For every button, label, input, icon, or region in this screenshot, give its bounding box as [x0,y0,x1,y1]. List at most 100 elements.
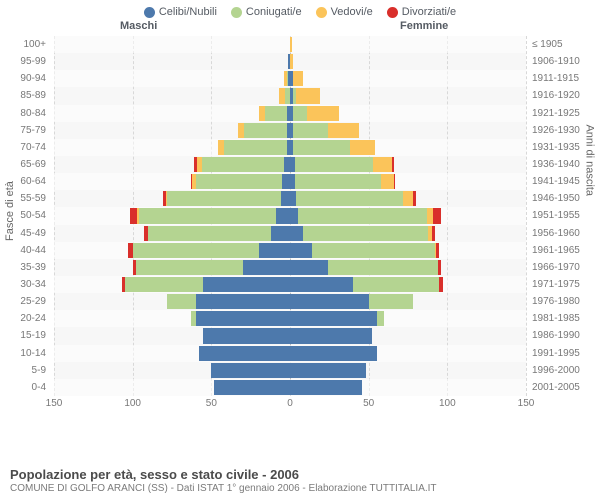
legend-label: Celibi/Nubili [159,6,217,18]
bar-segment [290,208,298,223]
bar-segment [271,226,290,241]
bar-segment [281,191,290,206]
bar-segment [139,208,276,223]
age-row [54,190,526,207]
bar-segment [307,106,338,121]
bar-segment [392,157,394,172]
x-tick: 150 [518,398,535,409]
bar-segment [290,226,303,241]
age-label: 15-19 [0,327,50,344]
age-row [54,379,526,396]
age-label: 60-64 [0,173,50,190]
bar-segment [243,260,290,275]
x-tick: 100 [124,398,141,409]
year-label: 1991-1995 [528,345,600,362]
age-row [54,310,526,327]
age-label: 90-94 [0,70,50,87]
year-label: 1986-1990 [528,327,600,344]
year-label: 1906-1910 [528,53,600,70]
year-label: 1936-1940 [528,156,600,173]
bar-segment [244,123,286,138]
bar-segment [298,208,427,223]
bar-segment [377,311,385,326]
bar-segment [211,363,290,378]
legend-swatch [387,7,398,18]
bar-segment [125,277,204,292]
bar-segment [290,346,377,361]
age-label: 20-24 [0,310,50,327]
bar-segment [130,208,138,223]
bar-segment [214,380,290,395]
legend-swatch [144,7,155,18]
legend-item: Divorziati/e [387,6,456,18]
legend-item: Vedovi/e [316,6,373,18]
age-label: 30-34 [0,276,50,293]
year-label: 1941-1945 [528,173,600,190]
bar-segment [167,294,195,309]
year-label: 1921-1925 [528,105,600,122]
age-label: 35-39 [0,259,50,276]
bar-segment [276,208,290,223]
bar-segment [133,243,259,258]
legend-item: Celibi/Nubili [144,6,217,18]
bar-segment [259,243,290,258]
bar-segment [328,123,359,138]
bar-segment [290,328,372,343]
bar-segment [296,88,320,103]
bar-segment [148,226,271,241]
year-label: 1911-1915 [528,70,600,87]
age-label: 5-9 [0,362,50,379]
x-tick: 0 [287,398,293,409]
bar-segment [290,294,369,309]
bar-segment [290,243,312,258]
age-label: 50-54 [0,207,50,224]
bar-segment [290,260,328,275]
bar-segment [296,191,403,206]
age-row [54,242,526,259]
bar-segment [136,260,243,275]
age-row [54,327,526,344]
bar-segment [203,277,290,292]
age-row [54,87,526,104]
legend-label: Coniugati/e [246,6,302,18]
legend-swatch [231,7,242,18]
year-label: 1996-2000 [528,362,600,379]
year-label: 1971-1975 [528,276,600,293]
bar-segment [436,243,439,258]
year-label: 1931-1935 [528,139,600,156]
age-label: 10-14 [0,345,50,362]
bar-segment [350,140,375,155]
bar-segment [295,157,374,172]
bar-segment [394,174,396,189]
x-tick: 150 [46,398,63,409]
year-label: 1956-1960 [528,225,600,242]
year-label: 1926-1930 [528,122,600,139]
age-row [54,293,526,310]
age-row [54,156,526,173]
year-label: 1976-1980 [528,293,600,310]
age-row [54,122,526,139]
age-row [54,173,526,190]
year-label: 1916-1920 [528,87,600,104]
bar-segment [293,71,302,86]
bar-segment [373,157,392,172]
age-label: 45-49 [0,225,50,242]
age-label: 85-89 [0,87,50,104]
bar-segment [224,140,287,155]
bar-segment [312,243,435,258]
bar-segment [293,123,328,138]
chart-footer: Popolazione per età, sesso e stato civil… [10,467,590,494]
bar-segment [167,191,280,206]
bar-segment [196,294,290,309]
bar-segment [202,157,284,172]
bar-segment [403,191,412,206]
age-row [54,259,526,276]
age-row [54,36,526,53]
bar-segment [413,191,416,206]
bar-segment [203,328,290,343]
bar-segment [265,106,287,121]
age-row [54,276,526,293]
bar-segment [439,277,442,292]
age-label: 75-79 [0,122,50,139]
age-row [54,70,526,87]
